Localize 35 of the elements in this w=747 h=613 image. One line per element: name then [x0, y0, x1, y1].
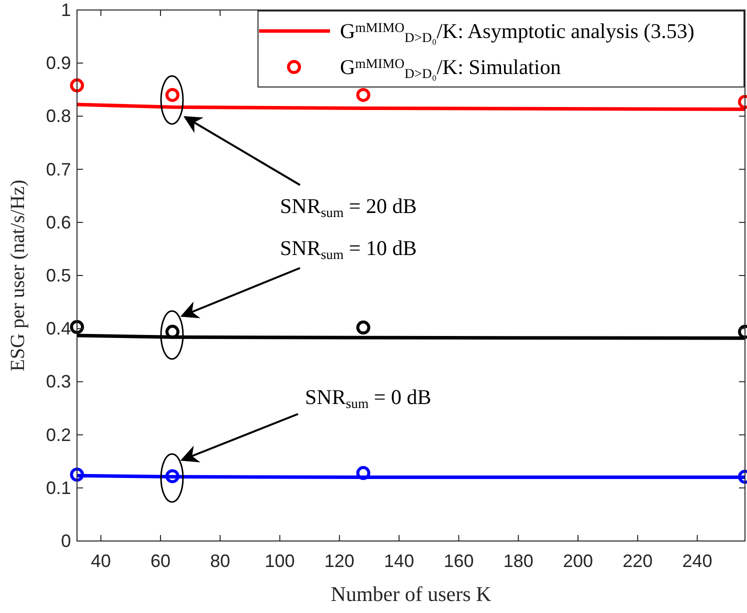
y-tick-label: 0.1 — [46, 478, 71, 498]
x-tick-label: 100 — [264, 551, 295, 571]
y-tick-label: 0.3 — [46, 372, 71, 392]
legend-label: G$^{mMIMO}$$_{D>D₀}$/K: Asymptotic analysis (3.53) — [340, 19, 694, 46]
x-tick-label: 200 — [562, 551, 594, 571]
y-tick-label: 0 — [60, 531, 71, 551]
x-tick-label: 180 — [503, 551, 534, 571]
y-tick-label: 0.2 — [46, 424, 71, 445]
x-tick-label: 40 — [90, 551, 111, 571]
legend-label: G$^{mMIMO}$$_{D>D₀}$/K: Simulation — [340, 55, 562, 82]
x-axis-title: Number of users K — [330, 582, 492, 606]
annotation: SNR$_{sum}$ = 20 dB — [280, 194, 417, 220]
y-tick-label: 0.6 — [46, 212, 71, 232]
y-tick-label: 0.4 — [46, 318, 71, 339]
x-tick-label: 60 — [150, 551, 171, 571]
point — [356, 320, 370, 335]
point — [70, 78, 84, 92]
y-tick-label: 0.5 — [46, 266, 71, 286]
x-tick-label: 220 — [622, 551, 653, 571]
point — [70, 320, 84, 334]
point — [356, 88, 370, 102]
x-tick-label: 160 — [444, 551, 474, 571]
x-tick-label: 140 — [384, 551, 414, 571]
x-tick-label: 240 — [682, 551, 712, 571]
y-axis-title: ESG per user (nat/s/Hz) — [7, 180, 29, 372]
point — [70, 468, 84, 482]
y-tick-label: 0.9 — [46, 53, 71, 74]
y-tick-label: 0.7 — [46, 159, 71, 180]
y-tick-label: 0.8 — [46, 106, 71, 126]
x-tick-label: 80 — [210, 551, 230, 571]
x-tick-label: 120 — [324, 551, 354, 571]
point — [356, 466, 370, 480]
y-tick-label: 1 — [60, 0, 71, 20]
annotation: SNR$_{sum}$ = 10 dB — [280, 236, 417, 262]
annotation: SNR$_{sum}$ = 0 dB — [305, 385, 432, 412]
